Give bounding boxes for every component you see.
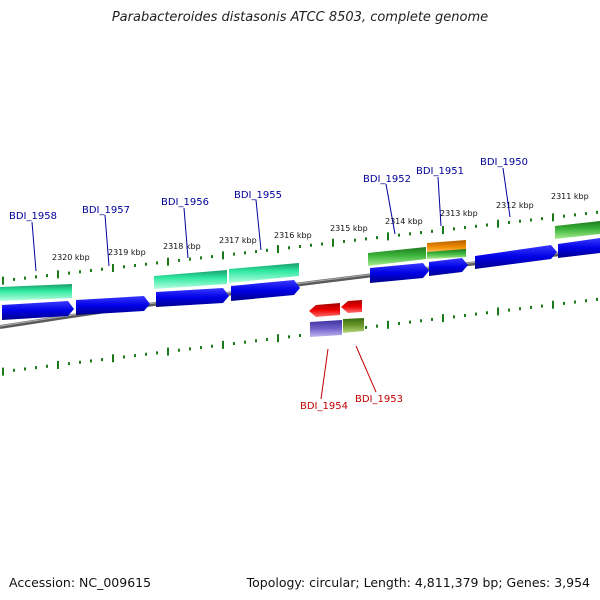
gene-label[interactable]: BDI_1958 <box>9 211 57 222</box>
gene-bar[interactable] <box>229 263 299 283</box>
cds-arrow[interactable] <box>341 300 362 313</box>
scale-labels: 2320 kbp 2319 kbp 2318 kbp 2317 kbp 2316… <box>52 192 589 262</box>
scale-label: 2320 kbp <box>52 253 90 262</box>
gene-labels-reverse: BDI_1954 BDI_1953 <box>300 394 403 412</box>
callout-lines-reverse <box>320 345 377 400</box>
gene-label[interactable]: BDI_1957 <box>82 205 130 216</box>
gene-bar[interactable] <box>0 284 72 301</box>
cds-arrow[interactable] <box>429 258 468 276</box>
scale-label: 2319 kbp <box>108 248 146 257</box>
scale-label: 2314 kbp <box>385 217 423 226</box>
gene-label[interactable]: BDI_1951 <box>416 166 464 177</box>
gene-label[interactable]: BDI_1956 <box>161 197 209 208</box>
gene-label[interactable]: BDI_1952 <box>363 174 411 185</box>
cds-arrow[interactable] <box>2 301 74 320</box>
cds-arrow[interactable] <box>370 263 429 283</box>
genome-summary: Topology: circular; Length: 4,811,379 bp… <box>246 575 590 590</box>
gene-bar[interactable] <box>427 249 466 259</box>
cds-arrow[interactable] <box>475 245 557 269</box>
accession-text: Accession: NC_009615 <box>9 575 152 590</box>
scale-label: 2311 kbp <box>551 192 589 201</box>
cds-arrows-forward <box>2 238 600 320</box>
gene-bar[interactable] <box>310 320 342 337</box>
gene-label[interactable]: BDI_1953 <box>355 394 403 405</box>
scale-label: 2312 kbp <box>496 201 534 210</box>
gene-labels-forward: BDI_1958 BDI_1957 BDI_1956 BDI_1955 BDI_… <box>9 157 528 222</box>
cds-arrow[interactable] <box>309 303 340 317</box>
scale-label: 2315 kbp <box>330 224 368 233</box>
scale-label: 2317 kbp <box>219 236 257 245</box>
scale-ticks-upper <box>2 210 598 285</box>
gene-bar[interactable] <box>343 318 364 333</box>
gene-label[interactable]: BDI_1954 <box>300 401 348 412</box>
gene-bars-forward <box>0 221 600 301</box>
gene-label[interactable]: BDI_1950 <box>480 157 528 168</box>
gene-label[interactable]: BDI_1955 <box>234 190 282 201</box>
callout-lines-forward <box>31 167 511 272</box>
cds-arrow[interactable] <box>76 296 150 315</box>
scale-label: 2318 kbp <box>163 242 201 251</box>
scale-label: 2316 kbp <box>274 231 312 240</box>
cds-arrow[interactable] <box>156 288 229 307</box>
gene-bar[interactable] <box>555 221 600 239</box>
gene-bar[interactable] <box>368 247 426 266</box>
cds-arrows-reverse <box>309 300 364 337</box>
gene-bar[interactable] <box>154 270 227 289</box>
scale-label: 2313 kbp <box>440 209 478 218</box>
cds-arrow[interactable] <box>558 238 600 258</box>
map-title: Parabacteroides distasonis ATCC 8503, co… <box>111 10 489 25</box>
cds-arrow[interactable] <box>231 280 300 301</box>
scale-ticks-lower <box>2 297 598 376</box>
